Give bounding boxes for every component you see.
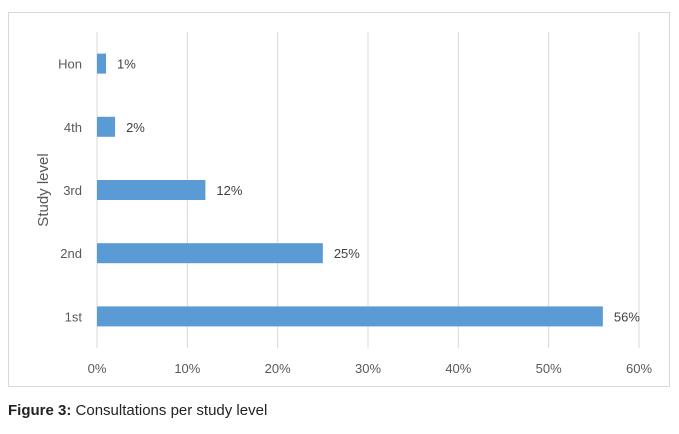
x-tick-label: 30%: [355, 361, 381, 376]
bar-4th: [97, 116, 116, 137]
y-tick-label: 3rd: [63, 183, 82, 198]
bar-2nd: [97, 243, 323, 264]
y-axis-title: Study level: [35, 153, 52, 226]
bar-layer: [97, 53, 603, 327]
y-tick-label: 2nd: [60, 246, 82, 261]
x-tick-label: 20%: [265, 361, 291, 376]
y-tick-label: Hon: [58, 57, 82, 72]
data-label: 56%: [614, 309, 640, 324]
data-label: 1%: [117, 57, 136, 72]
y-tick-label: 4th: [64, 120, 82, 135]
bar-chart: 0% 10% 20% 30% 40% 50% 60% Hon 1% 4th 2% 3rd 12% 2nd 2…: [35, 32, 652, 376]
figure-caption-label: Figure 3:: [8, 402, 72, 419]
x-tick-label: 50%: [536, 361, 562, 376]
x-tick-label: 60%: [626, 361, 652, 376]
y-tick-label: 1st: [65, 309, 83, 324]
data-label: 12%: [216, 183, 242, 198]
bar-hon: [97, 53, 107, 74]
data-label: 25%: [334, 246, 360, 261]
label-layer: 0% 10% 20% 30% 40% 50% 60% Hon 1% 4th 2% 3rd 12% 2nd 2…: [58, 57, 652, 376]
x-tick-label: 10%: [174, 361, 200, 376]
grid-layer: [96, 32, 640, 348]
x-tick-label: 0%: [88, 361, 107, 376]
bar-3rd: [97, 180, 206, 200]
bar-1st: [97, 306, 603, 327]
data-label: 2%: [126, 120, 145, 135]
x-tick-label: 40%: [445, 361, 471, 376]
figure-caption-text: Consultations per study level: [75, 402, 268, 419]
figure-caption: Figure 3: Consultations per study level: [8, 402, 267, 419]
